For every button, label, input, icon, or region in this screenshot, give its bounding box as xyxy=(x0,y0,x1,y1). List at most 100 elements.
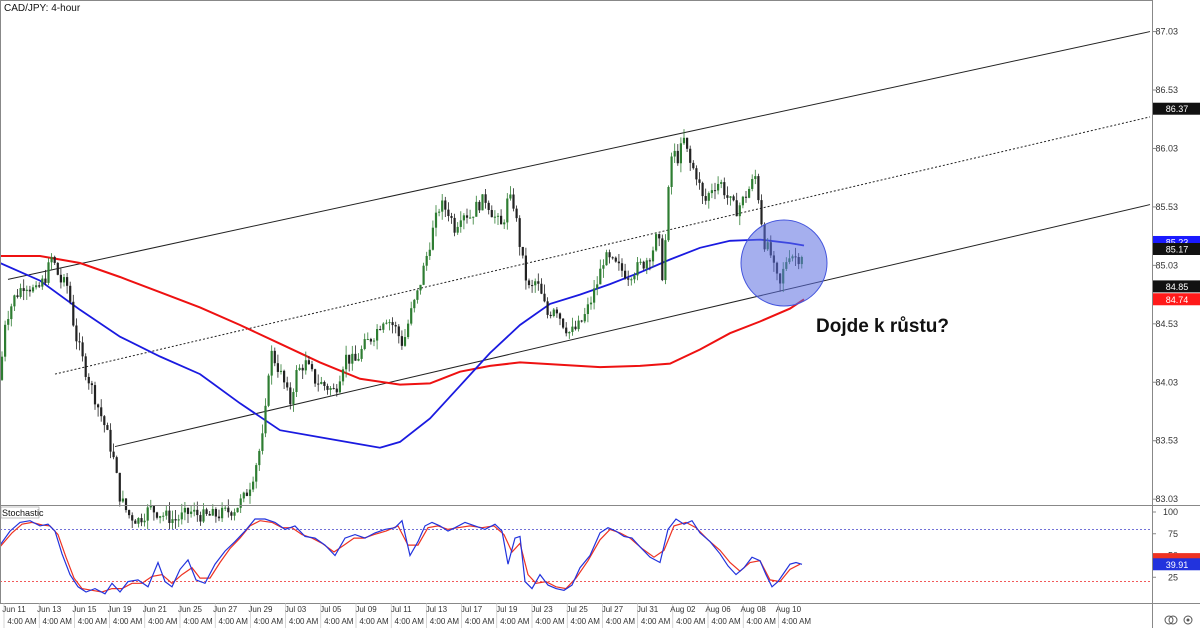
candle-bull[interactable] xyxy=(738,205,741,217)
moving-average-red[interactable] xyxy=(0,255,805,386)
candle-bull[interactable] xyxy=(425,255,428,266)
candle-bull[interactable] xyxy=(180,512,183,520)
candle-bull[interactable] xyxy=(586,304,589,315)
candle-bear[interactable] xyxy=(134,520,137,524)
candle-bull[interactable] xyxy=(645,260,648,269)
candle-bear[interactable] xyxy=(307,360,310,365)
candle-bull[interactable] xyxy=(410,308,413,324)
candle-bull[interactable] xyxy=(162,515,165,517)
candle-bear[interactable] xyxy=(518,218,521,247)
price-plot[interactable] xyxy=(0,31,1151,530)
candle-bull[interactable] xyxy=(159,516,162,518)
candle-bear[interactable] xyxy=(379,329,382,331)
candle-bear[interactable] xyxy=(196,509,199,516)
candle-bear[interactable] xyxy=(562,318,565,328)
candle-bear[interactable] xyxy=(689,148,692,163)
candle-bear[interactable] xyxy=(642,261,645,269)
candle-bull[interactable] xyxy=(270,350,273,376)
candle-bull[interactable] xyxy=(664,240,667,281)
candle-bull[interactable] xyxy=(295,370,298,393)
candle-bear[interactable] xyxy=(608,252,611,258)
candle-bull[interactable] xyxy=(267,375,270,406)
candle-bull[interactable] xyxy=(438,211,441,213)
candle-bull[interactable] xyxy=(320,381,323,384)
candle-bull[interactable] xyxy=(751,179,754,189)
candle-bull[interactable] xyxy=(552,309,555,317)
candle-bear[interactable] xyxy=(286,382,289,388)
channel-middle-line[interactable] xyxy=(54,116,1151,375)
candle-bull[interactable] xyxy=(413,299,416,309)
candle-bull[interactable] xyxy=(35,285,38,288)
candle-bull[interactable] xyxy=(707,193,710,201)
candle-bull[interactable] xyxy=(630,279,633,281)
candle-bear[interactable] xyxy=(90,383,93,386)
candle-bull[interactable] xyxy=(469,217,472,219)
candle-bull[interactable] xyxy=(422,265,425,285)
channel-lower-line[interactable] xyxy=(114,204,1151,448)
candle-bull[interactable] xyxy=(568,331,571,334)
candle-bear[interactable] xyxy=(354,353,357,361)
candle-bull[interactable] xyxy=(534,281,537,286)
candle-bear[interactable] xyxy=(155,512,159,518)
candle-bear[interactable] xyxy=(100,407,103,417)
candle-bear[interactable] xyxy=(400,336,403,346)
candle-bear[interactable] xyxy=(565,327,568,334)
candle-bear[interactable] xyxy=(314,369,317,384)
stochastic-plot[interactable] xyxy=(0,518,1152,595)
candle-bear[interactable] xyxy=(283,370,286,383)
candle-bull[interactable] xyxy=(376,329,379,341)
candle-bear[interactable] xyxy=(500,215,503,225)
candle-bear[interactable] xyxy=(205,509,208,514)
candle-bear[interactable] xyxy=(128,510,131,516)
candle-bear[interactable] xyxy=(617,261,620,264)
candle-bear[interactable] xyxy=(174,519,177,521)
candle-bull[interactable] xyxy=(258,450,261,466)
candle-bear[interactable] xyxy=(527,280,531,286)
candle-bear[interactable] xyxy=(627,278,630,280)
candle-bull[interactable] xyxy=(673,150,676,157)
candle-bear[interactable] xyxy=(75,325,78,342)
candle-bear[interactable] xyxy=(310,364,314,370)
candle-bull[interactable] xyxy=(431,227,434,250)
candle-bull[interactable] xyxy=(292,392,295,405)
candle-bear[interactable] xyxy=(478,201,481,211)
candle-bull[interactable] xyxy=(177,519,180,521)
candle-bear[interactable] xyxy=(53,256,56,263)
candle-bull[interactable] xyxy=(419,284,422,291)
candle-bull[interactable] xyxy=(236,507,239,513)
candle-bear[interactable] xyxy=(289,387,292,405)
candle-bear[interactable] xyxy=(698,179,701,183)
moving-average-blue[interactable] xyxy=(0,238,805,449)
candle-bear[interactable] xyxy=(93,385,97,405)
candle-bear[interactable] xyxy=(757,176,760,201)
candle-bear[interactable] xyxy=(69,285,72,302)
candle-bear[interactable] xyxy=(546,301,549,315)
candle-bull[interactable] xyxy=(239,498,242,508)
candle-bull[interactable] xyxy=(261,433,264,451)
candle-bull[interactable] xyxy=(255,465,258,482)
candle-bear[interactable] xyxy=(515,208,518,219)
candle-bear[interactable] xyxy=(555,309,558,314)
candle-bull[interactable] xyxy=(25,289,28,292)
candle-bear[interactable] xyxy=(658,234,661,239)
candle-bear[interactable] xyxy=(512,194,515,209)
candle-bear[interactable] xyxy=(580,320,583,322)
candle-bear[interactable] xyxy=(217,516,221,519)
candle-bear[interactable] xyxy=(686,137,689,149)
candle-bear[interactable] xyxy=(335,388,338,393)
candle-bear[interactable] xyxy=(701,182,704,197)
candle-bear[interactable] xyxy=(661,238,664,281)
candle-bull[interactable] xyxy=(50,256,53,263)
candle-bull[interactable] xyxy=(602,265,605,269)
candle-bull[interactable] xyxy=(146,507,149,521)
candle-bull[interactable] xyxy=(456,226,459,233)
candle-bull[interactable] xyxy=(190,511,193,514)
candle-bull[interactable] xyxy=(7,319,10,325)
candle-bull[interactable] xyxy=(41,278,44,287)
candle-bear[interactable] xyxy=(208,513,211,516)
candle-bear[interactable] xyxy=(620,263,624,271)
candle-bull[interactable] xyxy=(509,194,512,199)
candle-bull[interactable] xyxy=(593,288,596,303)
candle-bear[interactable] xyxy=(38,285,41,287)
candle-bull[interactable] xyxy=(506,198,509,223)
